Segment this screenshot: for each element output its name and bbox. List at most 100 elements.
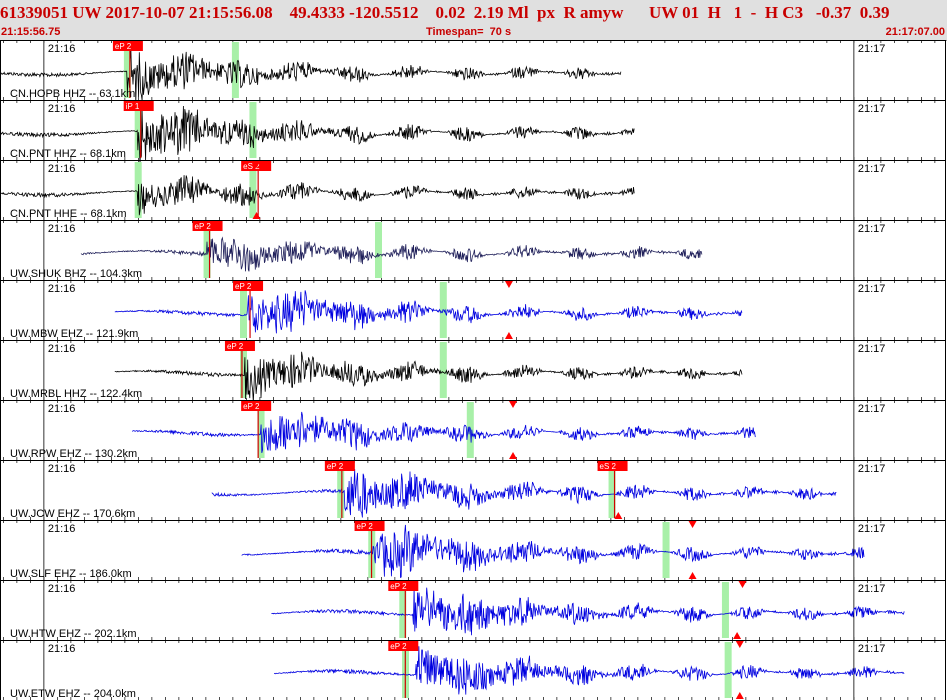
amplitude-marker-up <box>688 572 697 579</box>
station-label: CN.HOPB HHZ -- 63.1km <box>10 88 135 100</box>
amplitude-marker-up <box>733 632 742 639</box>
minute-tick-label: 21:16 <box>48 463 76 475</box>
amplitude-marker-down <box>735 641 744 648</box>
phase-pick-label: eP 2 <box>235 282 252 291</box>
amplitude-marker-down <box>504 281 513 288</box>
minute-tick-label: 21:16 <box>48 103 76 115</box>
arrival-window-mark <box>439 342 447 398</box>
arrival-window-mark <box>375 222 382 278</box>
station-label: UW.JCW EHZ -- 170.6km <box>10 508 135 520</box>
amplitude-marker-up <box>504 332 513 339</box>
station-label: CN.PNT HHZ -- 68.1km <box>10 148 126 160</box>
minute-tick-label: 21:17 <box>858 523 886 535</box>
trace-panel-border <box>0 640 946 700</box>
arrival-window-mark <box>249 102 257 158</box>
minute-tick-label: 21:16 <box>48 43 76 55</box>
trace-panel-border <box>0 340 946 401</box>
arrival-window-mark <box>724 642 732 698</box>
seismic-waveform <box>131 411 756 454</box>
amplitude-marker-up <box>614 512 623 519</box>
minute-tick-label: 21:17 <box>858 223 886 235</box>
amplitude-marker-down <box>688 521 697 528</box>
amplitude-marker-down <box>252 161 261 168</box>
phase-pick-label: eP 2 <box>195 222 212 231</box>
phase-pick-flag <box>123 101 154 111</box>
arrival-window-mark <box>123 42 131 98</box>
minute-tick-label: 21:16 <box>48 163 76 175</box>
minute-tick-label: 21:16 <box>48 643 76 655</box>
trace-panel-border <box>0 160 946 221</box>
arrival-window-mark <box>608 462 616 518</box>
seismic-waveform <box>0 105 635 166</box>
arrival-window-mark <box>240 282 247 338</box>
arrival-window-mark <box>721 582 729 638</box>
phase-pick-flag <box>597 461 628 471</box>
phase-pick-label: eP 2 <box>243 402 260 411</box>
seismic-waveform <box>211 468 837 518</box>
minute-tick-label: 21:17 <box>858 343 886 355</box>
seismic-waveform <box>80 236 703 272</box>
seismic-waveform <box>0 49 622 103</box>
seismic-waveform <box>0 175 635 216</box>
minute-tick-label: 21:16 <box>48 403 76 415</box>
minute-tick-label: 21:17 <box>858 463 886 475</box>
start-time-label: 21:15:56.75 <box>1 26 61 38</box>
phase-pick-label: eP 2 <box>227 342 244 351</box>
arrival-window-mark <box>203 222 211 278</box>
seismogram-plot: 21:16 21:17 eP 2 CN.HOPB HHZ -- 63.1km 21:16… <box>0 40 946 700</box>
amplitude-marker-down <box>509 401 517 408</box>
phase-pick-flag <box>388 641 419 651</box>
minute-tick-label: 21:16 <box>48 523 76 535</box>
amplitude-marker-up <box>252 212 261 219</box>
trace-panel-border <box>0 460 946 521</box>
event-header: 61339051 UW 2017-10-07 21:15:56.08 49.43… <box>0 0 947 41</box>
phase-pick-label: eP 2 <box>115 42 132 51</box>
phase-pick-flag <box>233 281 264 291</box>
minute-tick-label: 21:16 <box>48 223 76 235</box>
seismic-waveform <box>241 524 865 579</box>
arrival-window-mark <box>399 582 407 638</box>
station-label: UW.SLF EHZ -- 186.0km <box>10 568 132 580</box>
phase-pick-flag <box>241 401 272 411</box>
phase-pick-label: eS 2 <box>243 162 260 171</box>
station-label: UW.HTW EHZ -- 202.1km <box>10 628 137 640</box>
phase-pick-flag <box>354 521 385 531</box>
minute-tick-label: 21:17 <box>858 403 886 415</box>
phase-pick-flag <box>324 461 355 471</box>
phase-pick-flag <box>224 341 255 351</box>
minute-tick-label: 21:16 <box>48 283 76 295</box>
arrival-window-mark <box>134 102 142 158</box>
minute-tick-label: 21:17 <box>858 43 886 55</box>
phase-pick-label: eP 2 <box>327 462 344 471</box>
arrival-window-mark <box>249 162 257 218</box>
phase-pick-label: eP 2 <box>357 522 374 531</box>
station-label: UW.SHUK BHZ -- 104.3km <box>10 268 142 280</box>
amplitude-marker-down <box>738 581 747 588</box>
phase-pick-flag <box>112 41 143 51</box>
minute-tick-label: 21:17 <box>858 583 886 595</box>
phase-pick-label: iP 1 <box>126 102 140 111</box>
arrival-window-mark <box>240 342 247 398</box>
minute-tick-label: 21:16 <box>48 583 76 595</box>
phase-pick-label: eP 2 <box>390 642 407 651</box>
end-time-label: 21:17:07.00 <box>885 26 945 38</box>
station-label: UW.ETW EHZ -- 204.0km <box>10 688 136 700</box>
station-label: UW.MBW EHZ -- 121.9km <box>10 328 138 340</box>
amplitude-marker-up <box>509 452 517 459</box>
station-label: CN.PNT HHE -- 68.1km <box>10 208 127 220</box>
amplitude-marker-up <box>735 692 744 699</box>
phase-pick-flag <box>192 221 223 231</box>
seismic-waveform <box>271 586 905 636</box>
phase-pick-label: eS 2 <box>600 462 617 471</box>
phase-pick-flag <box>388 581 419 591</box>
minute-tick-label: 21:17 <box>858 103 886 115</box>
minute-tick-label: 21:16 <box>48 343 76 355</box>
minute-tick-label: 21:17 <box>858 163 886 175</box>
arrival-window-mark <box>662 522 670 578</box>
timespan-label: Timespan= 70 s <box>426 26 512 38</box>
minute-tick-label: 21:17 <box>858 643 886 655</box>
minute-tick-label: 21:17 <box>858 283 886 295</box>
seismic-waveform <box>114 351 743 403</box>
event-summary-title: 61339051 UW 2017-10-07 21:15:56.08 49.43… <box>0 3 890 22</box>
station-label: UW.RPW EHZ -- 130.2km <box>10 448 137 460</box>
